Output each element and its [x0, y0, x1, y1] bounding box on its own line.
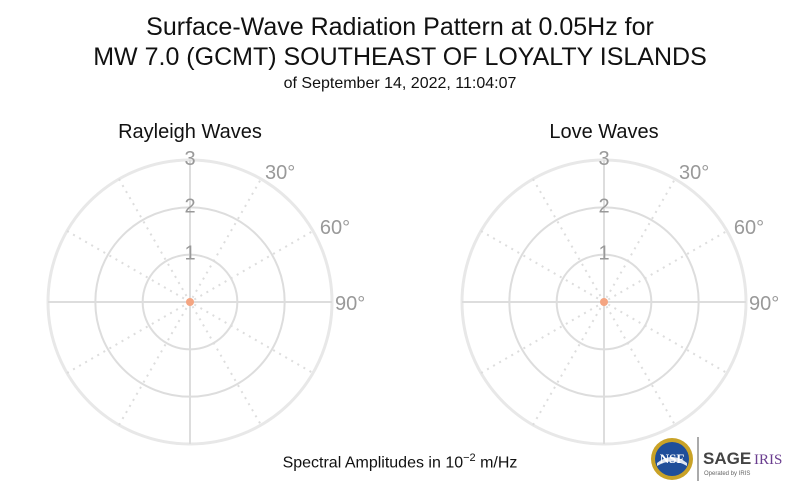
iris-logo-text: IRIS: [754, 452, 782, 468]
nsf-logo: NSF: [651, 438, 693, 480]
angular-tick-label: 30°: [265, 162, 295, 184]
units-suffix: m/Hz: [475, 454, 518, 472]
radial-tick-label: 1: [598, 243, 609, 265]
chart-title-line-1: Surface-Wave Radiation Pattern at 0.05Hz…: [146, 13, 654, 41]
operated-by-text: Operated by IRIS: [704, 471, 750, 477]
subplot-title: Love Waves: [549, 121, 658, 143]
units-caption: Spectral Amplitudes in 10−2 m/Hz: [0, 452, 800, 472]
angular-tick-label: 30°: [679, 162, 709, 184]
units-prefix: Spectral Amplitudes in 10: [282, 454, 464, 472]
radial-tick-label: 2: [598, 195, 609, 217]
logo-group: NSF SAGE IRIS Operated by IRIS: [648, 433, 798, 485]
chart-subtitle: of September 14, 2022, 11:04:07: [283, 75, 517, 92]
units-exponent: −2: [463, 452, 476, 464]
angular-tick-label: 60°: [320, 217, 350, 239]
nsf-logo-text: NSF: [660, 451, 685, 466]
angular-tick-label: 90°: [749, 293, 779, 315]
chart-title-line-2: MW 7.0 (GCMT) SOUTHEAST OF LOYALTY ISLAN…: [93, 43, 707, 71]
radial-tick-label: 3: [598, 148, 609, 170]
angular-tick-label: 90°: [335, 293, 365, 315]
title-block: Surface-Wave Radiation Pattern at 0.05Hz…: [0, 12, 800, 95]
sage-logo-text: SAGE: [703, 449, 751, 468]
subplot-title: Rayleigh Waves: [118, 121, 262, 143]
angular-tick-label: 60°: [734, 217, 764, 239]
radial-tick-label: 2: [184, 195, 195, 217]
data-point: [600, 298, 608, 306]
radial-tick-label: 3: [184, 148, 195, 170]
data-point: [186, 298, 194, 306]
radial-tick-label: 1: [184, 243, 195, 265]
logo-graphics: NSF SAGE IRIS Operated by IRIS: [651, 437, 782, 481]
